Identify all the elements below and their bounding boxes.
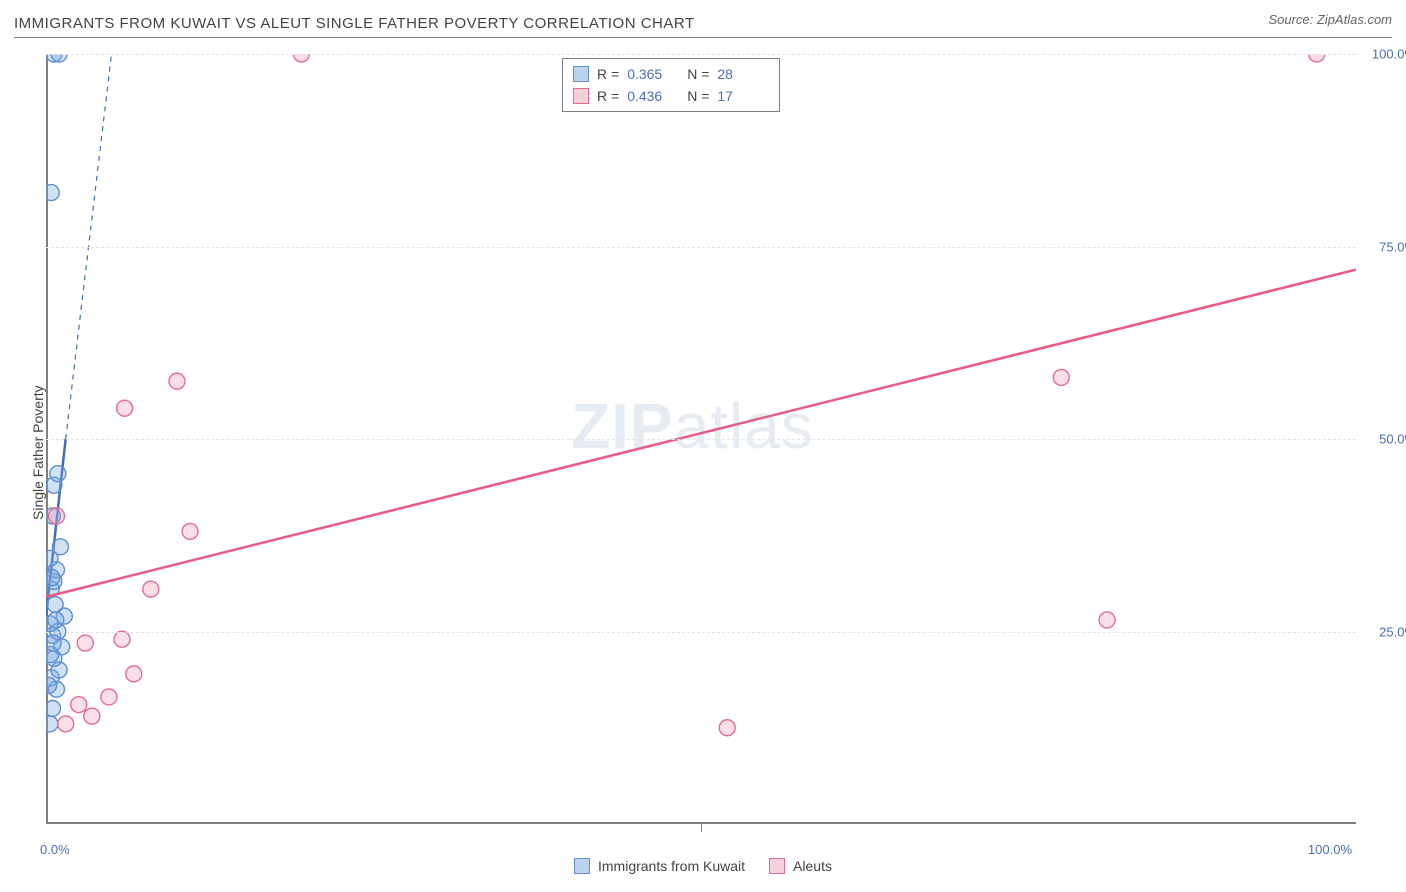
- legend-bottom-swatch-aleuts: [769, 858, 785, 874]
- scatter-point-aleuts: [1099, 612, 1115, 628]
- legend-n-prefix: N =: [687, 85, 709, 107]
- scatter-plot-area: ZIPatlas 25.0%50.0%75.0%100.0%: [46, 54, 1356, 824]
- scatter-point-aleuts: [48, 508, 64, 524]
- gridline-h: [46, 439, 1356, 440]
- scatter-point-aleuts: [126, 666, 142, 682]
- gridline-h: [46, 632, 1356, 633]
- legend-swatch-kuwait: [573, 66, 589, 82]
- x-axis-max-label: 100.0%: [1308, 842, 1352, 857]
- scatter-point-aleuts: [71, 697, 87, 713]
- legend-bottom-label-aleuts: Aleuts: [793, 858, 832, 874]
- scatter-point-kuwait: [46, 635, 61, 651]
- scatter-point-aleuts: [1053, 369, 1069, 385]
- chart-root: IMMIGRANTS FROM KUWAIT VS ALEUT SINGLE F…: [0, 0, 1406, 892]
- legend-n-prefix: N =: [687, 63, 709, 85]
- y-axis-title: Single Father Poverty: [30, 385, 46, 520]
- legend-bottom-item-aleuts: Aleuts: [769, 858, 832, 874]
- legend-top-stats: R = 0.365 N = 28 R = 0.436 N = 17: [562, 58, 780, 112]
- legend-bottom-label-kuwait: Immigrants from Kuwait: [598, 858, 745, 874]
- source-attribution: Source: ZipAtlas.com: [1268, 12, 1392, 27]
- legend-r-value-kuwait: 0.365: [627, 63, 679, 85]
- scatter-point-aleuts: [143, 581, 159, 597]
- legend-r-prefix: R =: [597, 85, 619, 107]
- legend-n-value-kuwait: 28: [717, 63, 769, 85]
- scatter-point-kuwait: [50, 466, 66, 482]
- scatter-point-aleuts: [101, 689, 117, 705]
- legend-top-row-kuwait: R = 0.365 N = 28: [573, 63, 769, 85]
- legend-r-prefix: R =: [597, 63, 619, 85]
- y-tick-label: 75.0%: [1379, 239, 1406, 254]
- scatter-point-aleuts: [84, 708, 100, 724]
- scatter-point-kuwait: [46, 185, 59, 201]
- scatter-point-aleuts: [293, 54, 309, 62]
- scatter-point-kuwait: [46, 570, 60, 586]
- y-tick-label: 50.0%: [1379, 432, 1406, 447]
- scatter-point-aleuts: [182, 523, 198, 539]
- scatter-point-kuwait: [52, 539, 68, 555]
- title-bar: IMMIGRANTS FROM KUWAIT VS ALEUT SINGLE F…: [14, 10, 1392, 38]
- scatter-point-kuwait: [46, 677, 57, 693]
- scatter-point-aleuts: [719, 720, 735, 736]
- legend-bottom-swatch-kuwait: [574, 858, 590, 874]
- scatter-point-kuwait: [47, 597, 63, 613]
- scatter-point-kuwait: [46, 701, 61, 717]
- legend-r-value-aleuts: 0.436: [627, 85, 679, 107]
- legend-n-value-aleuts: 17: [717, 85, 769, 107]
- legend-swatch-aleuts: [573, 88, 589, 104]
- scatter-point-aleuts: [114, 631, 130, 647]
- scatter-point-kuwait: [48, 612, 64, 628]
- gridline-h: [46, 54, 1356, 55]
- scatter-point-aleuts: [1309, 54, 1325, 62]
- chart-title: IMMIGRANTS FROM KUWAIT VS ALEUT SINGLE F…: [14, 15, 695, 32]
- legend-bottom-series: Immigrants from Kuwait Aleuts: [574, 858, 832, 874]
- scatter-point-aleuts: [58, 716, 74, 732]
- y-tick-label: 100.0%: [1372, 47, 1406, 62]
- gridline-h: [46, 247, 1356, 248]
- scatter-point-kuwait: [46, 716, 58, 732]
- scatter-point-aleuts: [169, 373, 185, 389]
- y-tick-label: 25.0%: [1379, 624, 1406, 639]
- legend-bottom-item-kuwait: Immigrants from Kuwait: [574, 858, 745, 874]
- x-axis-zero-label: 0.0%: [40, 842, 70, 857]
- trend-line-aleuts: [46, 270, 1356, 597]
- scatter-point-aleuts: [117, 400, 133, 416]
- x-tick: [701, 824, 702, 832]
- scatter-point-aleuts: [77, 635, 93, 651]
- legend-top-row-aleuts: R = 0.436 N = 17: [573, 85, 769, 107]
